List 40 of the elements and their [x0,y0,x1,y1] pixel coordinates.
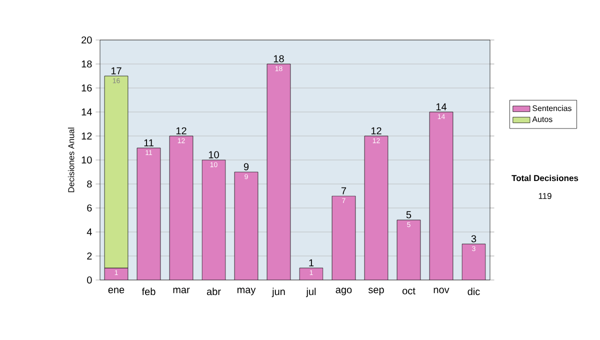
y-tick-label: 2 [87,252,92,260]
x-tick-label: dic [468,288,480,296]
total-label: 17 [111,67,122,74]
y-axis-title: Decisiones Anual [68,128,74,192]
total-label: 1 [309,259,314,266]
y-tick-label: 18 [82,60,92,68]
y-tick-label: 10 [82,156,92,164]
y-tick-label: 0 [87,276,92,284]
x-tick-label: ago [336,288,352,296]
x-tick-label: nov [434,288,450,294]
y-tick-label: 12 [82,132,92,140]
x-tick-label: sep [368,288,384,296]
total-label: 9 [244,163,249,170]
y-tick-label: 16 [82,84,92,92]
x-tick-label: jul [306,288,316,298]
x-tick-label: oct [402,288,416,294]
total-label: 10 [208,151,219,158]
x-tick-label: ene [108,288,124,294]
x-tick-label: feb [142,288,156,296]
legend-label: Autos [532,116,552,122]
y-tick-label: 14 [82,108,92,116]
total-label: 3 [471,235,476,242]
total-label: 12 [371,127,382,134]
x-tick-label: jun [272,288,285,298]
y-tick-label: 4 [86,228,92,236]
x-tick-label: may [237,288,256,296]
total-label: 11 [144,139,154,146]
y-tick-label: 20 [82,36,92,44]
total-label: 18 [274,55,284,62]
x-tick-label: abr [206,288,221,296]
text: Total Decisiones [512,174,578,182]
text: 119 [538,192,552,199]
y-tick-label: 8 [87,180,92,188]
legend-label: Sentencias [532,105,572,112]
total-label: 12 [176,127,186,134]
x-tick-label: mar [173,288,190,294]
total-label: 7 [341,187,346,194]
total-label: 14 [436,103,447,110]
y-tick-label: 6 [87,204,92,212]
total-label: 5 [406,211,412,218]
